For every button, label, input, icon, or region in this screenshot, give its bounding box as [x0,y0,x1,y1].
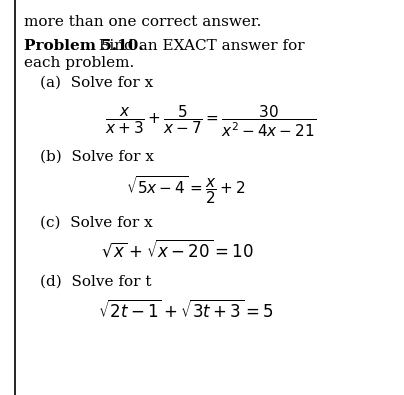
Text: $\dfrac{x}{x+3}+\dfrac{5}{x-7}=\dfrac{30}{x^2-4x-21}$: $\dfrac{x}{x+3}+\dfrac{5}{x-7}=\dfrac{30… [105,103,316,139]
Text: more than one correct answer.: more than one correct answer. [24,15,262,29]
Text: (b)  Solve for x: (b) Solve for x [40,150,154,164]
Text: $\sqrt{5x-4}=\dfrac{x}{2}+2$: $\sqrt{5x-4}=\dfrac{x}{2}+2$ [126,175,246,207]
Text: $\sqrt{x}+\sqrt{x-20}=10$: $\sqrt{x}+\sqrt{x-20}=10$ [101,239,254,261]
Text: (a)  Solve for x: (a) Solve for x [40,76,154,90]
Text: Find an EXACT answer for: Find an EXACT answer for [94,40,305,53]
Text: (c)  Solve for x: (c) Solve for x [40,215,153,229]
Text: each problem.: each problem. [24,56,135,70]
Text: $\sqrt{2t-1}+\sqrt{3t+3}=5$: $\sqrt{2t-1}+\sqrt{3t+3}=5$ [98,300,274,322]
Text: (d)  Solve for t: (d) Solve for t [40,275,152,288]
Text: Problem 5.10.: Problem 5.10. [24,40,144,53]
